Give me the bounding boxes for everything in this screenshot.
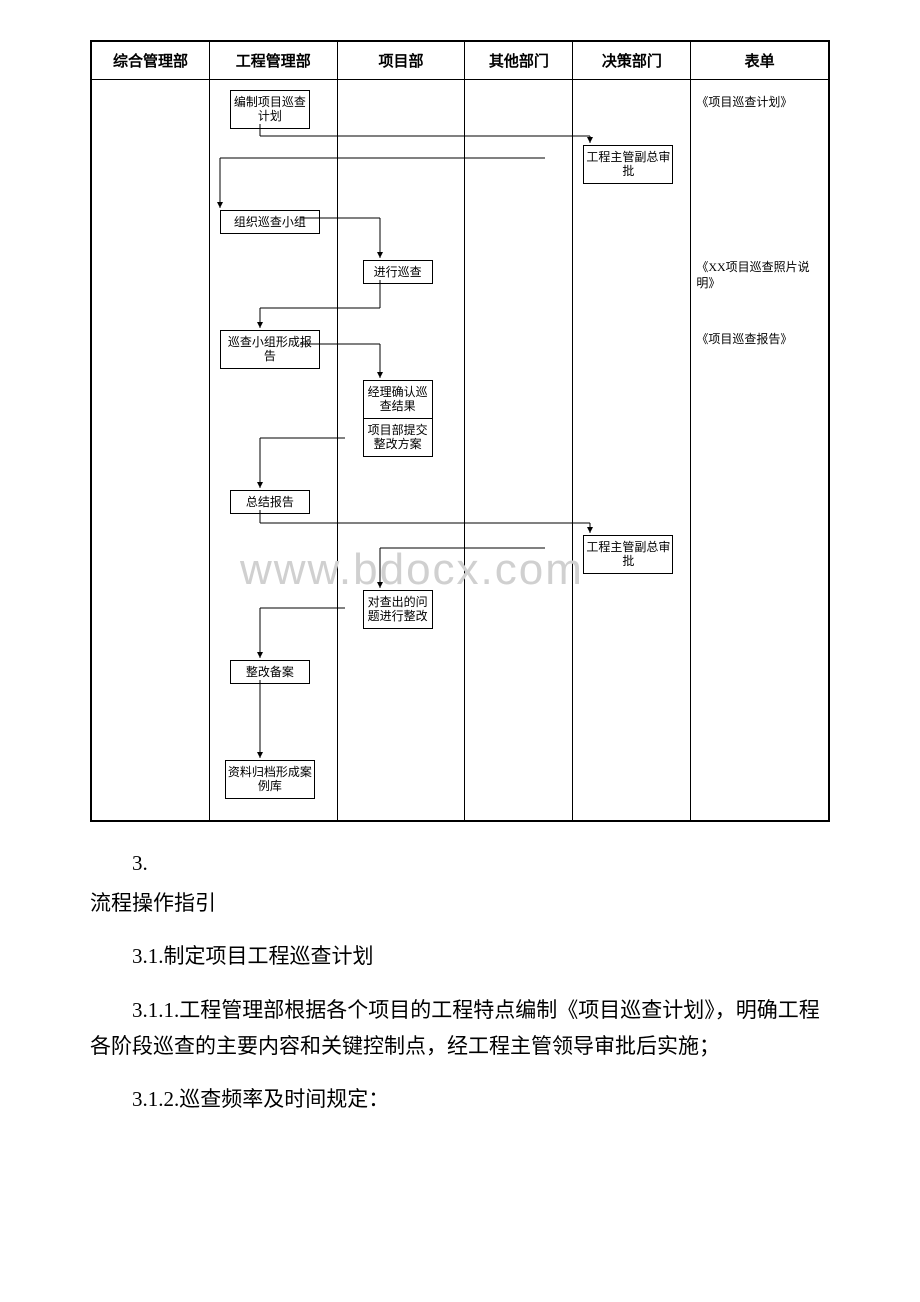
lane-其他部门 [465, 80, 573, 822]
swimlane-header: 决策部门 [573, 41, 691, 80]
form-label-照片说明: 《XX项目巡查照片说明》 [696, 260, 816, 291]
swimlane-header: 工程管理部 [209, 41, 337, 80]
lane-工程管理部: 编制项目巡查计划 组织巡查小组 巡查小组形成报告 总结报告 整改备案 资料归档形… [209, 80, 337, 822]
node-巡查小组形成报告: 巡查小组形成报告 [220, 330, 320, 369]
node-对查出问题整改: 对查出的问题进行整改 [363, 590, 433, 629]
node-副总审批-2: 工程主管副总审批 [583, 535, 673, 574]
lane-表单: 《项目巡查计划》 《XX项目巡查照片说明》 《项目巡查报告》 [691, 80, 829, 822]
node-总结报告: 总结报告 [230, 490, 310, 514]
swimlane-body-row: 编制项目巡查计划 组织巡查小组 巡查小组形成报告 总结报告 整改备案 资料归档形… [91, 80, 829, 822]
section-title-3: 流程操作指引 [90, 886, 830, 922]
section-3.1: 3.1.制定项目工程巡查计划 [90, 939, 830, 975]
document-body-text: 3. 流程操作指引 3.1.制定项目工程巡查计划 3.1.1.工程管理部根据各个… [90, 846, 830, 1118]
lane-综合管理部 [91, 80, 209, 822]
swimlane-header: 其他部门 [465, 41, 573, 80]
section-3.1.2: 3.1.2.巡查频率及时间规定： [90, 1082, 830, 1118]
form-label-巡查报告: 《项目巡查报告》 [696, 332, 816, 348]
section-3.1.1: 3.1.1.工程管理部根据各个项目的工程特点编制《项目巡查计划》，明确工程各阶段… [90, 993, 830, 1064]
node-项目部提交整改方案: 项目部提交整改方案 [363, 418, 433, 457]
node-副总审批-1: 工程主管副总审批 [583, 145, 673, 184]
node-经理确认巡查结果: 经理确认巡查结果 [363, 380, 433, 419]
document-page: 综合管理部 工程管理部 项目部 其他部门 决策部门 表单 编制项目巡查计划 组织… [0, 0, 920, 1196]
swimlane-header-row: 综合管理部 工程管理部 项目部 其他部门 决策部门 表单 [91, 41, 829, 80]
lane-决策部门: 工程主管副总审批 工程主管副总审批 [573, 80, 691, 822]
node-整改备案: 整改备案 [230, 660, 310, 684]
node-资料归档: 资料归档形成案例库 [225, 760, 315, 799]
form-label-巡查计划: 《项目巡查计划》 [696, 95, 816, 111]
node-组织巡查小组: 组织巡查小组 [220, 210, 320, 234]
flowchart-swimlane-table: 综合管理部 工程管理部 项目部 其他部门 决策部门 表单 编制项目巡查计划 组织… [90, 40, 830, 822]
swimlane-header: 综合管理部 [91, 41, 209, 80]
section-number-3: 3. [90, 846, 830, 882]
node-编制项目巡查计划: 编制项目巡查计划 [230, 90, 310, 129]
swimlane-header: 表单 [691, 41, 829, 80]
swimlane-header: 项目部 [337, 41, 465, 80]
watermark-text: www.bdocx.com [240, 545, 584, 595]
flowchart-container: 综合管理部 工程管理部 项目部 其他部门 决策部门 表单 编制项目巡查计划 组织… [90, 40, 830, 822]
lane-项目部: 进行巡查 经理确认巡查结果 项目部提交整改方案 对查出的问题进行整改 [337, 80, 465, 822]
node-进行巡查: 进行巡查 [363, 260, 433, 284]
